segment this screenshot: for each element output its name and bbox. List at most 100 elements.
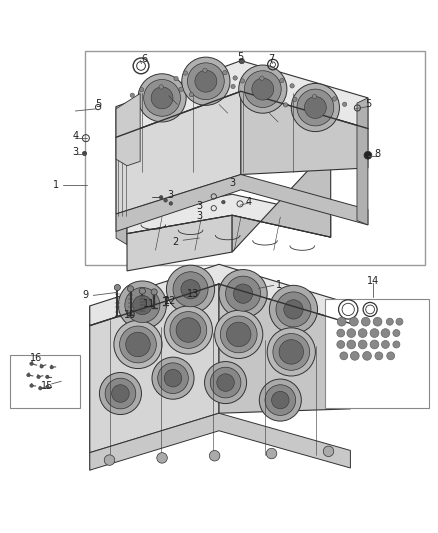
Circle shape: [381, 341, 389, 349]
Circle shape: [269, 285, 318, 334]
Circle shape: [259, 379, 301, 421]
Text: 12: 12: [164, 296, 176, 305]
Circle shape: [373, 317, 382, 326]
Text: 9: 9: [82, 290, 88, 301]
Text: 11: 11: [143, 298, 155, 309]
Circle shape: [40, 365, 43, 368]
Polygon shape: [219, 284, 350, 413]
Text: 10: 10: [124, 310, 137, 320]
Text: 1: 1: [276, 280, 283, 290]
Circle shape: [280, 78, 284, 83]
Circle shape: [189, 92, 194, 97]
Circle shape: [151, 289, 157, 295]
Circle shape: [112, 385, 129, 402]
Circle shape: [82, 151, 87, 156]
Text: 13: 13: [187, 289, 199, 298]
Polygon shape: [127, 194, 331, 237]
Circle shape: [125, 287, 160, 322]
Circle shape: [217, 374, 234, 391]
Polygon shape: [90, 284, 219, 453]
Circle shape: [396, 318, 403, 325]
Circle shape: [239, 65, 287, 113]
Circle shape: [30, 384, 33, 387]
Circle shape: [164, 306, 212, 354]
Circle shape: [323, 446, 334, 457]
Circle shape: [144, 79, 180, 116]
Polygon shape: [241, 91, 368, 174]
Circle shape: [226, 322, 251, 346]
Circle shape: [159, 85, 163, 89]
Bar: [10, 355, 80, 408]
Circle shape: [358, 329, 367, 337]
Polygon shape: [116, 107, 127, 245]
Bar: [325, 299, 429, 408]
Circle shape: [350, 351, 359, 360]
Circle shape: [182, 57, 230, 106]
Circle shape: [312, 94, 317, 99]
Circle shape: [169, 201, 173, 205]
Circle shape: [267, 328, 315, 376]
Circle shape: [375, 352, 383, 360]
Circle shape: [173, 272, 208, 307]
Circle shape: [39, 386, 42, 390]
Circle shape: [291, 84, 339, 132]
Circle shape: [370, 340, 379, 349]
Circle shape: [105, 378, 136, 409]
Text: 3: 3: [72, 147, 78, 157]
Circle shape: [170, 312, 207, 349]
Circle shape: [283, 103, 288, 107]
Text: 16: 16: [30, 353, 42, 362]
Circle shape: [30, 362, 33, 366]
Circle shape: [164, 369, 182, 387]
Text: 1: 1: [53, 181, 59, 190]
Circle shape: [343, 102, 347, 107]
Text: 5: 5: [237, 52, 243, 62]
Circle shape: [265, 385, 296, 415]
Circle shape: [393, 341, 400, 348]
Bar: [85, 52, 425, 265]
Circle shape: [159, 196, 163, 199]
Circle shape: [205, 361, 247, 403]
Circle shape: [114, 285, 120, 290]
Circle shape: [195, 70, 217, 92]
Circle shape: [164, 199, 167, 202]
Text: 5: 5: [365, 99, 371, 109]
Circle shape: [118, 281, 166, 329]
Circle shape: [139, 288, 145, 294]
Circle shape: [231, 84, 235, 88]
Circle shape: [37, 375, 40, 378]
Circle shape: [293, 97, 297, 101]
Circle shape: [215, 310, 263, 359]
Circle shape: [272, 391, 289, 409]
Circle shape: [220, 316, 257, 353]
Circle shape: [363, 351, 371, 360]
Circle shape: [166, 265, 215, 313]
Circle shape: [347, 340, 356, 349]
Circle shape: [99, 373, 141, 415]
Text: 3: 3: [167, 190, 173, 200]
Circle shape: [158, 363, 188, 393]
Circle shape: [114, 320, 162, 368]
Polygon shape: [90, 413, 350, 470]
Circle shape: [276, 292, 311, 327]
Circle shape: [50, 366, 53, 369]
Polygon shape: [232, 146, 331, 252]
Circle shape: [279, 340, 304, 364]
Circle shape: [126, 332, 150, 357]
Circle shape: [133, 295, 152, 314]
Circle shape: [386, 318, 393, 325]
Circle shape: [104, 455, 115, 465]
Circle shape: [233, 76, 237, 80]
Text: 3: 3: [229, 178, 235, 188]
Circle shape: [340, 352, 348, 360]
Polygon shape: [90, 264, 350, 326]
Circle shape: [266, 448, 277, 459]
Circle shape: [222, 200, 225, 204]
Circle shape: [284, 300, 303, 319]
Circle shape: [381, 329, 390, 337]
Text: 4: 4: [72, 131, 78, 141]
Polygon shape: [116, 91, 241, 214]
Circle shape: [364, 151, 372, 159]
Circle shape: [174, 76, 178, 81]
Circle shape: [347, 329, 356, 337]
